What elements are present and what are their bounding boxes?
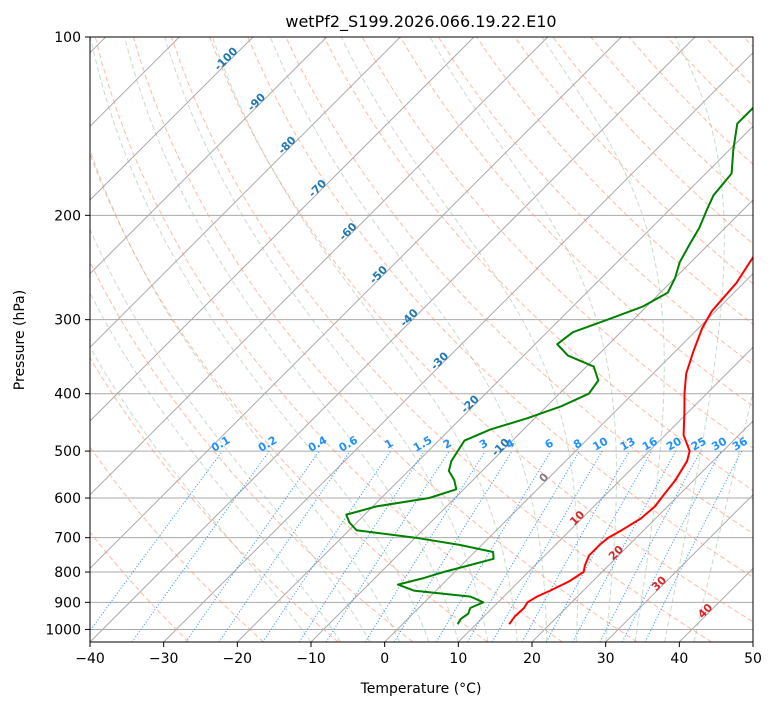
y-tick-label: 700 <box>54 531 81 547</box>
y-tick-label: 300 <box>54 313 81 329</box>
x-tick-label: −40 <box>75 651 105 667</box>
moist-adiabat-line <box>693 390 753 642</box>
isotherm-line <box>384 272 753 642</box>
dry-adiabat-line <box>361 37 753 449</box>
moist-adiabat-line <box>211 37 518 642</box>
isotherm-line <box>90 37 475 422</box>
dry-adiabat-line <box>132 37 638 642</box>
mixing-ratio-line <box>364 450 486 642</box>
dry-adiabat-line <box>514 37 753 285</box>
moist-adiabat-line <box>90 148 400 642</box>
moist-adiabat-line <box>90 346 312 642</box>
x-tick-label: 40 <box>670 651 688 667</box>
y-tick-label: 900 <box>54 595 81 611</box>
x-tick-label: 50 <box>744 651 762 667</box>
dry-adiabat-line <box>399 37 753 407</box>
y-tick-label: 400 <box>54 387 81 403</box>
y-axis: 100 200 300 400 500 600 700 800 900 1000 <box>45 30 90 638</box>
mixing-ratio-line <box>644 450 743 642</box>
isotherm-line <box>90 37 328 275</box>
isotherm-line <box>163 51 753 642</box>
temperature-line <box>508 255 753 625</box>
isotherm-line <box>90 37 696 642</box>
dry-adiabat-line <box>90 260 414 642</box>
moist-adiabat-line <box>90 228 371 642</box>
mixing-ratio-line <box>467 450 580 642</box>
mixing-ratio-line <box>131 450 270 642</box>
x-tick-label: −20 <box>223 651 253 667</box>
plot-background <box>90 37 753 642</box>
dry-adiabat-line <box>437 37 753 366</box>
dry-adiabat-line <box>285 37 753 535</box>
x-axis: −40 −30 −20 −10 0 10 20 30 40 50 <box>75 642 762 667</box>
x-tick-label: 30 <box>597 651 615 667</box>
mixing-ratio-line <box>262 450 392 642</box>
moist-adiabat-line <box>90 292 341 642</box>
mixing-ratio-line <box>298 450 425 642</box>
x-tick-label: 10 <box>449 651 467 667</box>
y-axis-label: Pressure (hPa) <box>12 290 28 390</box>
moist-adiabat-line <box>429 37 617 642</box>
moist-adiabat-line <box>664 37 725 642</box>
mixing-ratio-line <box>90 450 223 632</box>
plot-frame <box>89 36 754 643</box>
mixing-ratio-line <box>621 450 722 642</box>
dry-adiabat-line <box>323 37 753 491</box>
background-lines <box>90 37 753 642</box>
moist-adiabat-line <box>541 37 665 642</box>
isotherm-line <box>90 37 254 201</box>
isotherm-line <box>90 37 549 496</box>
y-tick-label: 100 <box>54 30 81 46</box>
moist-adiabat-line <box>90 37 430 642</box>
series-group <box>345 106 753 625</box>
isotherm-line <box>605 493 753 642</box>
dry-adiabat-line <box>94 37 563 642</box>
isotherm-line <box>236 125 753 642</box>
x-tick-label: −10 <box>296 651 326 667</box>
isotherm-line <box>531 420 753 642</box>
dry-adiabat-line <box>90 152 488 642</box>
x-tick-label: 20 <box>523 651 541 667</box>
dry-adiabat-line <box>247 37 753 578</box>
dry-adiabat-line <box>171 37 712 642</box>
mixing-ratio-line <box>545 450 653 642</box>
chart-title: wetPf2_S199.2026.066.19.22.E10 <box>285 12 556 32</box>
mixing-ratio-line <box>393 450 513 642</box>
isotherm-line <box>90 37 622 570</box>
y-tick-label: 600 <box>54 491 81 507</box>
x-tick-label: −30 <box>149 651 179 667</box>
moist-adiabat-line <box>340 37 579 642</box>
dry-adiabat-line <box>209 37 753 623</box>
y-tick-label: 1000 <box>45 622 81 638</box>
dry-adiabat-line <box>90 531 190 642</box>
x-tick-label: 0 <box>380 651 389 667</box>
isotherm-line <box>457 346 753 642</box>
mixing-ratio-line <box>435 450 552 642</box>
y-tick-label: 500 <box>54 444 81 460</box>
dry-adiabat-line <box>90 446 264 642</box>
mixing-ratio-line <box>325 450 450 642</box>
dry-adiabat-line <box>90 356 339 642</box>
x-axis-label: Temperature (°C) <box>360 681 482 697</box>
y-tick-label: 800 <box>54 565 81 581</box>
y-tick-label: 200 <box>54 208 81 224</box>
isotherm-line <box>90 37 401 349</box>
dewpoint-line <box>345 106 753 625</box>
mixing-ratio-line <box>599 450 701 642</box>
moist-adiabat-line <box>124 37 459 642</box>
